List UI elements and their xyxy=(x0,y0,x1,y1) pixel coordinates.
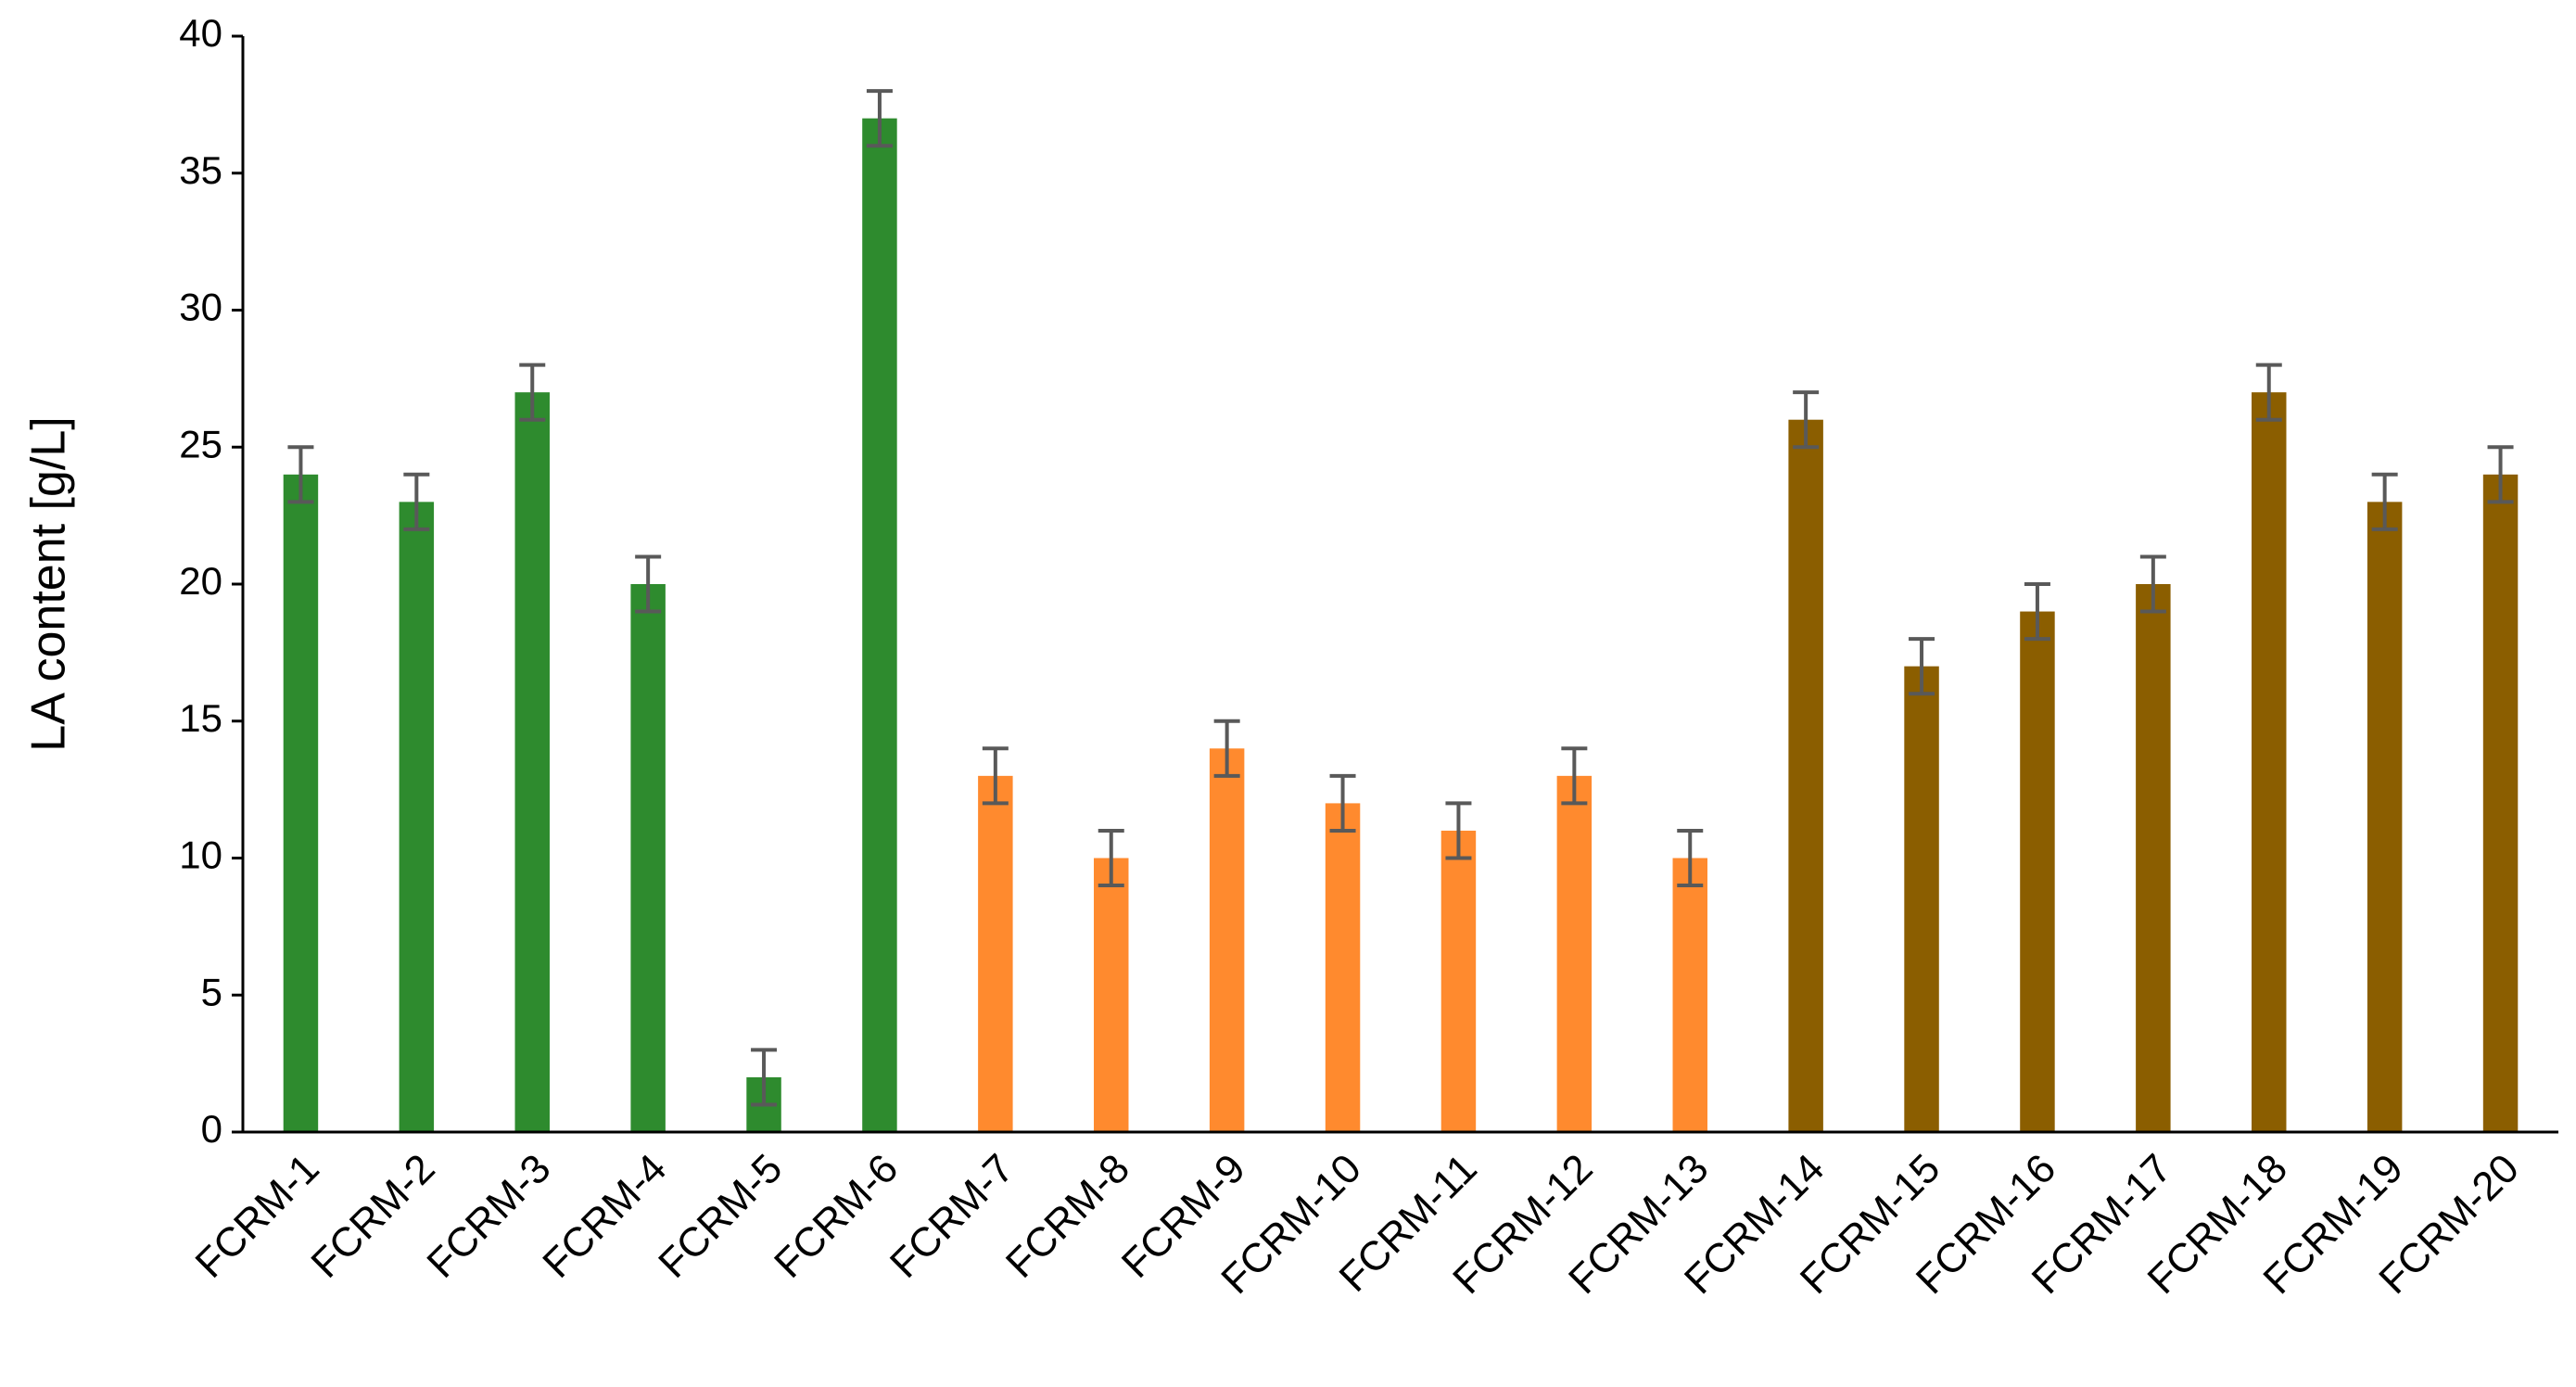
x-tick-label: FCRM-8 xyxy=(997,1146,1138,1287)
y-axis-label: LA content [g/L] xyxy=(22,416,76,751)
bar xyxy=(630,584,666,1132)
bar xyxy=(399,502,435,1132)
x-tick-label: FCRM-4 xyxy=(534,1146,675,1287)
error-bar xyxy=(1445,801,1472,860)
bar xyxy=(514,392,550,1132)
error-bar xyxy=(635,554,662,614)
bar xyxy=(1556,775,1593,1132)
error-bar xyxy=(287,445,314,504)
error-bar xyxy=(1793,390,1820,450)
x-tick-label: FCRM-1 xyxy=(187,1146,328,1287)
y-tick-label: 30 xyxy=(179,286,222,329)
bar xyxy=(2482,474,2519,1132)
error-bar xyxy=(403,472,430,531)
y-tick-label: 35 xyxy=(179,148,222,192)
x-tick-label: FCRM-6 xyxy=(766,1146,907,1287)
bar xyxy=(978,775,1013,1132)
y-tick-label: 15 xyxy=(179,696,222,740)
error-bar xyxy=(519,363,546,422)
y-tick-label: 0 xyxy=(201,1107,222,1151)
x-tick-label: FCRM-2 xyxy=(302,1146,443,1287)
bar xyxy=(2252,392,2287,1132)
error-bar xyxy=(2024,582,2050,642)
bar xyxy=(1440,830,1477,1132)
x-tick-label: FCRM-3 xyxy=(418,1146,559,1287)
error-bar xyxy=(982,746,1009,806)
y-tick-label: 20 xyxy=(179,559,222,603)
y-tick-label: 10 xyxy=(179,833,222,877)
bar xyxy=(2020,611,2055,1132)
bar xyxy=(2367,502,2403,1132)
y-tick-label: 5 xyxy=(201,970,222,1013)
error-bar xyxy=(2371,472,2398,531)
error-bar xyxy=(1561,746,1588,806)
error-bar xyxy=(1909,637,1935,696)
bar xyxy=(283,474,319,1132)
bar xyxy=(2136,584,2171,1132)
bar xyxy=(862,118,897,1132)
error-bar xyxy=(751,1048,778,1107)
error-bar xyxy=(1329,773,1356,833)
error-bar xyxy=(2139,554,2166,614)
error-bar xyxy=(1098,828,1124,888)
bar xyxy=(1788,419,1823,1132)
x-tick-label: FCRM-5 xyxy=(650,1146,791,1287)
bar xyxy=(1209,748,1245,1132)
x-tick-label: FCRM-7 xyxy=(882,1146,1022,1287)
bar xyxy=(1904,666,1939,1132)
y-tick-label: 25 xyxy=(179,422,222,465)
error-bar xyxy=(1213,719,1240,778)
error-bar xyxy=(866,89,893,148)
error-bar xyxy=(1677,828,1704,888)
bar xyxy=(1094,858,1129,1132)
y-tick-label: 40 xyxy=(179,11,222,55)
error-bar xyxy=(2255,363,2282,422)
error-bar xyxy=(2487,445,2514,504)
bar xyxy=(1325,803,1361,1132)
bar xyxy=(1672,858,1707,1132)
